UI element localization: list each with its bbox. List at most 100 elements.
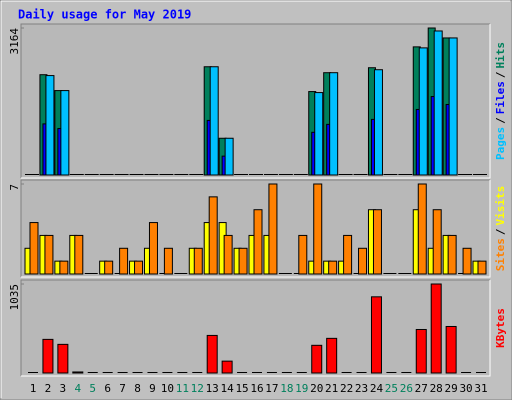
bar — [329, 72, 339, 176]
bar — [266, 174, 272, 175]
x-tick-label: 31 — [474, 382, 487, 395]
bar — [299, 174, 308, 175]
x-tick-label: 1 — [30, 382, 37, 395]
bar — [87, 174, 93, 175]
bar — [389, 174, 398, 175]
legend-separator: / — [494, 71, 507, 78]
bar — [372, 209, 382, 275]
bar — [359, 174, 368, 175]
bar — [344, 174, 353, 175]
bar — [326, 337, 338, 374]
bar — [238, 247, 248, 275]
bar — [163, 247, 173, 275]
bar — [401, 372, 412, 373]
bar — [281, 372, 292, 373]
legend-entry: KBytes — [494, 308, 507, 348]
bar — [353, 273, 361, 274]
bar — [370, 296, 382, 374]
x-tick-label: 5 — [89, 382, 96, 395]
bar — [386, 372, 397, 373]
x-tick-label: 3 — [60, 382, 67, 395]
bar — [89, 273, 98, 274]
bar — [192, 174, 198, 175]
legend: Sites / Visits — [494, 186, 507, 272]
bar — [430, 283, 442, 374]
bar — [177, 372, 188, 373]
bar — [418, 47, 428, 176]
bar — [252, 174, 257, 175]
bar — [224, 137, 234, 176]
x-tick-label: 2 — [45, 382, 52, 395]
x-tick-label: 9 — [149, 382, 156, 395]
legend-entry: Files — [494, 81, 507, 114]
bar — [147, 174, 153, 175]
panel-edge — [20, 179, 490, 277]
bar — [90, 174, 99, 175]
panel-edge — [21, 24, 491, 179]
bar — [223, 234, 233, 275]
bar — [383, 273, 391, 274]
bar — [476, 174, 481, 175]
bar — [447, 234, 457, 275]
bar — [283, 273, 292, 274]
bar — [179, 273, 188, 274]
x-tick-label: 18 — [280, 382, 293, 395]
x-tick-label: 29 — [445, 382, 458, 395]
bar — [356, 372, 367, 373]
bar — [72, 371, 84, 374]
bar — [253, 209, 263, 275]
bar — [44, 234, 54, 275]
bar — [479, 174, 487, 175]
panel-edge — [20, 23, 490, 178]
legend-entry: Visits — [494, 186, 507, 226]
x-tick-label: 22 — [340, 382, 353, 395]
bar — [148, 222, 158, 275]
bar — [75, 174, 84, 175]
bar — [102, 174, 108, 175]
panel-edge — [20, 279, 490, 376]
bar — [445, 325, 457, 374]
x-tick-label: 15 — [235, 382, 248, 395]
bar — [343, 234, 353, 275]
bar — [237, 372, 248, 373]
bar — [296, 174, 302, 175]
x-tick-label: 13 — [206, 382, 219, 395]
bar — [114, 273, 122, 274]
bar — [328, 260, 338, 275]
bar — [417, 183, 427, 275]
legend-separator: / — [494, 228, 507, 235]
bar — [57, 343, 69, 374]
bar — [177, 174, 183, 175]
bar — [404, 174, 413, 175]
bar — [31, 174, 39, 175]
bar — [87, 372, 98, 373]
bar — [104, 260, 114, 275]
legend-entry: Hits — [494, 42, 507, 69]
bar — [195, 174, 204, 175]
bar — [74, 234, 84, 275]
bar — [180, 174, 189, 175]
x-tick-label: 14 — [221, 382, 235, 395]
bar — [237, 174, 243, 175]
bar — [293, 273, 301, 274]
x-tick-label: 11 — [176, 382, 189, 395]
x-tick-label: 12 — [191, 382, 204, 395]
bar — [208, 196, 218, 275]
bar — [159, 273, 167, 274]
panel-edge — [21, 180, 491, 278]
bar — [462, 247, 472, 275]
x-tick-label: 23 — [355, 382, 368, 395]
bar — [132, 372, 143, 373]
bar — [461, 174, 467, 175]
bar — [281, 174, 287, 175]
panel — [21, 24, 490, 178]
bar — [476, 372, 486, 373]
bar — [120, 174, 129, 175]
bar — [45, 75, 55, 176]
panel — [21, 280, 490, 376]
bar — [117, 372, 128, 373]
bar — [174, 273, 182, 274]
bar — [252, 372, 262, 373]
x-tick-label: 21 — [325, 382, 338, 395]
